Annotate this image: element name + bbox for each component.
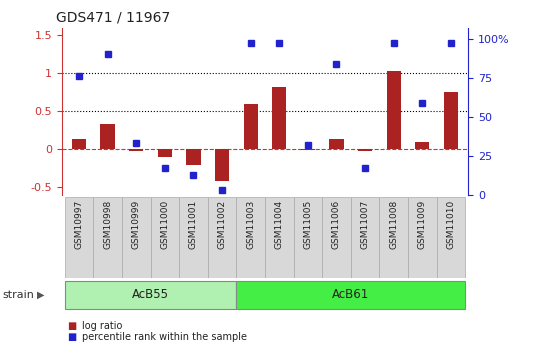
Text: GSM11007: GSM11007 <box>360 200 370 249</box>
Text: AcB55: AcB55 <box>132 288 169 302</box>
Bar <box>437 197 465 278</box>
Text: GSM10997: GSM10997 <box>75 200 83 249</box>
Bar <box>272 87 286 149</box>
Text: AcB61: AcB61 <box>332 288 370 302</box>
Text: ■: ■ <box>67 333 76 342</box>
Bar <box>329 139 344 149</box>
Bar <box>301 149 315 150</box>
Bar <box>129 149 144 151</box>
Bar <box>158 149 172 157</box>
Bar <box>236 197 265 278</box>
Bar <box>444 92 458 149</box>
Bar <box>186 149 201 165</box>
Text: GSM11006: GSM11006 <box>332 200 341 249</box>
Bar <box>244 104 258 149</box>
Text: ■: ■ <box>67 321 76 331</box>
Text: GSM11001: GSM11001 <box>189 200 198 249</box>
Bar <box>294 197 322 278</box>
Text: percentile rank within the sample: percentile rank within the sample <box>82 333 247 342</box>
Bar <box>351 197 379 278</box>
Bar <box>265 197 294 278</box>
Bar <box>379 197 408 278</box>
Bar <box>415 142 429 149</box>
Text: GSM11004: GSM11004 <box>275 200 284 249</box>
Bar <box>358 149 372 151</box>
Text: GSM11003: GSM11003 <box>246 200 255 249</box>
Text: GSM11010: GSM11010 <box>447 200 455 249</box>
Text: GDS471 / 11967: GDS471 / 11967 <box>56 10 171 24</box>
Text: GSM11009: GSM11009 <box>418 200 427 249</box>
Bar <box>65 281 236 309</box>
Text: log ratio: log ratio <box>82 321 123 331</box>
Bar <box>179 197 208 278</box>
Text: ▶: ▶ <box>37 290 44 300</box>
Text: strain: strain <box>3 290 34 300</box>
Text: GSM10999: GSM10999 <box>132 200 141 249</box>
Bar <box>65 197 93 278</box>
Bar <box>208 197 236 278</box>
Bar <box>72 139 86 149</box>
Text: GSM10998: GSM10998 <box>103 200 112 249</box>
Bar <box>408 197 437 278</box>
Text: GSM11008: GSM11008 <box>389 200 398 249</box>
Text: GSM11005: GSM11005 <box>303 200 313 249</box>
Bar <box>122 197 151 278</box>
Bar <box>215 149 229 181</box>
Bar <box>151 197 179 278</box>
Bar <box>93 197 122 278</box>
Bar <box>101 124 115 149</box>
Bar <box>386 71 401 149</box>
Text: GSM11000: GSM11000 <box>160 200 169 249</box>
Text: GSM11002: GSM11002 <box>217 200 226 249</box>
Bar <box>322 197 351 278</box>
Bar <box>236 281 465 309</box>
